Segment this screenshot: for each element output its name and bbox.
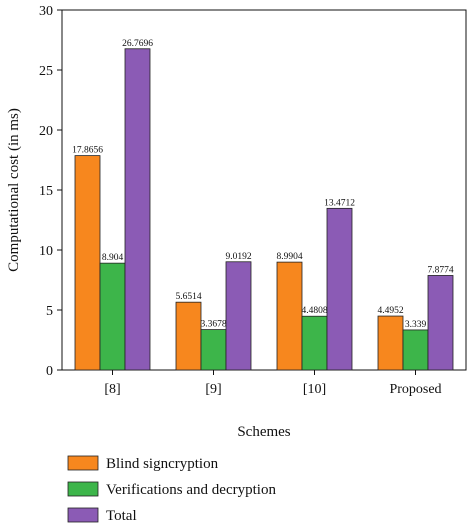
data-label-2-3: 7.8774 [427,265,453,275]
bar-1-3 [402,329,429,371]
bar-2-1 [225,261,252,371]
legend-swatch-2 [67,507,99,523]
legend-swatch-0 [67,455,99,471]
y-tick-label-5: 25 [39,64,53,79]
data-label-1-3: 3.339 [405,320,427,330]
x-axis-title: Schemes [237,424,290,440]
y-axis-title: Computational cost (in ms) [6,108,22,272]
bar-1-1 [200,329,227,371]
data-label-1-2: 4.4808 [301,306,327,316]
y-tick-label-3: 15 [39,184,53,199]
data-label-0-3: 4.4952 [377,306,403,316]
bar-2-0 [124,48,151,371]
x-tick-label-0: [8] [104,382,120,397]
x-tick-label-2: [10] [303,382,326,397]
bar-0-0 [74,155,101,371]
data-label-1-0: 8.904 [102,253,124,263]
bar-2-3 [427,275,454,371]
y-tick-label-4: 20 [39,124,53,139]
y-tick-label-6: 30 [39,4,53,19]
x-tick-label-3: Proposed [389,382,441,397]
y-tick-label-1: 5 [46,304,53,319]
data-label-0-1: 5.6514 [175,292,201,302]
x-tick-label-1: [9] [205,382,221,397]
bar-0-1 [175,301,202,371]
bar-1-0 [99,262,126,371]
legend-swatch-1 [67,481,99,497]
legend-label-2: Total [106,508,137,524]
bar-0-2 [276,261,303,371]
data-label-2-1: 9.0192 [225,252,251,262]
bar-0-3 [377,315,404,371]
data-label-0-0: 17.8656 [72,146,103,156]
y-tick-label-0: 0 [46,364,53,379]
data-label-0-2: 8.9904 [276,252,302,262]
data-label-2-2: 13.4712 [324,198,355,208]
data-label-1-1: 3.3678 [200,320,226,330]
legend-label-1: Verifications and decryption [106,482,276,498]
plot-area: 0 5 10 15 20 25 30 17.8656 8.904 26.7696 [8] 5.6514… [39,4,467,397]
bar-1-2 [301,315,328,371]
bar-2-2 [326,207,353,371]
y-tick-label-2: 10 [39,244,53,259]
legend: Blind signcryption Verifications and decr… [67,455,276,524]
data-label-2-0: 26.7696 [122,39,153,49]
legend-label-0: Blind signcryption [106,456,219,472]
